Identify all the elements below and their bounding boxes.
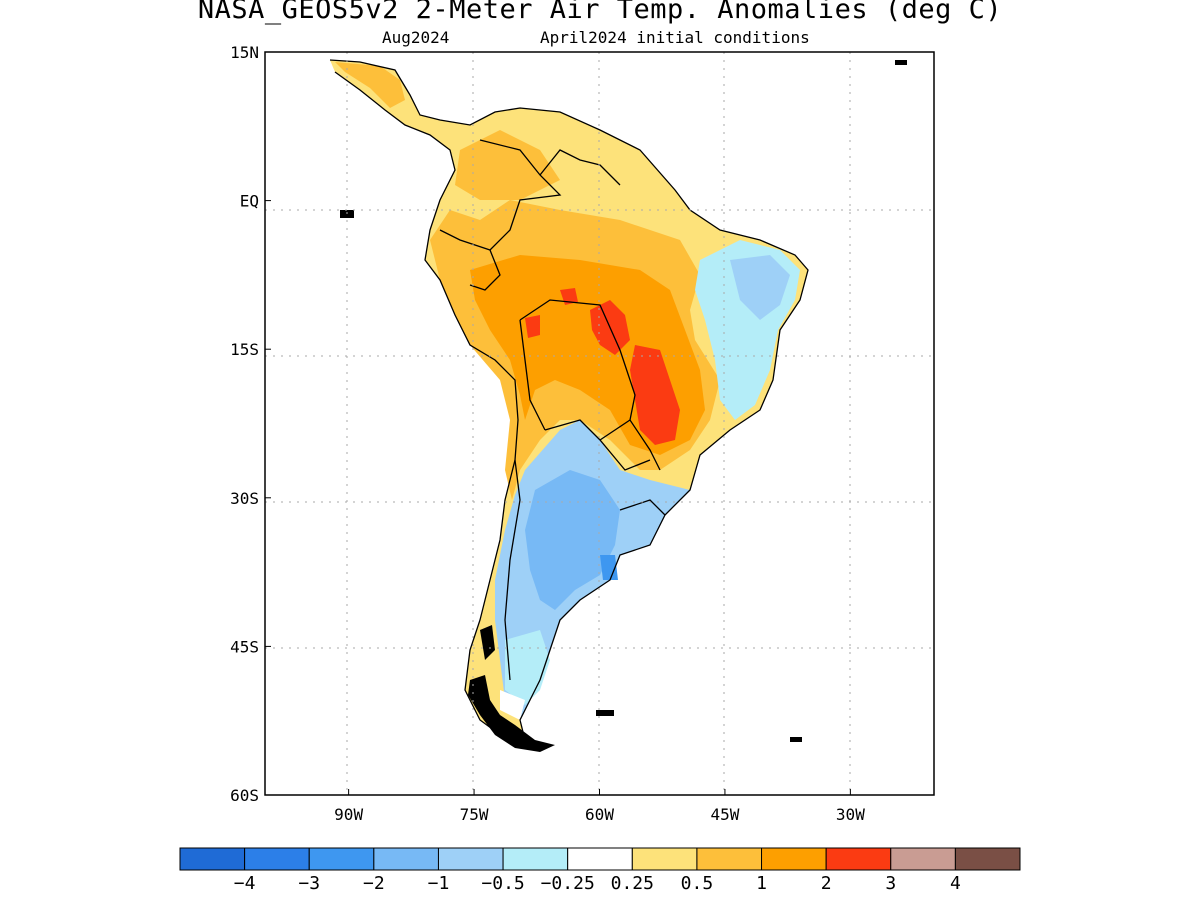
lon-label: 45W	[710, 805, 739, 824]
colorbar-swatch	[502, 847, 569, 871]
colorbar-swatch	[373, 847, 439, 871]
cool-south-core	[600, 555, 618, 580]
forecast-month: Aug2024	[382, 28, 450, 47]
initial-conditions: April2024 initial conditions	[540, 28, 810, 47]
lon-label: 90W	[334, 805, 363, 824]
colorbar-label: −1	[428, 873, 450, 894]
colorbar-swatch	[437, 847, 504, 871]
colorbar-swatch	[244, 847, 310, 871]
longitude-axis: 90W 75W 60W 45W 30W	[334, 789, 865, 824]
colorbar-label: −0.25	[541, 873, 595, 894]
country-borders	[329, 59, 809, 749]
cool-east-brazil-inner	[730, 255, 790, 320]
colorbar-label: 0.5	[681, 873, 714, 894]
warm-north	[455, 130, 560, 200]
colorbar-swatch	[179, 847, 246, 871]
colorbar-label: −2	[363, 873, 385, 894]
colorbar-swatch	[308, 847, 375, 871]
red-hotspot-2	[630, 345, 680, 445]
colorbar-swatch	[954, 847, 1021, 871]
colorbar-label: −4	[234, 873, 256, 894]
neutral-tip	[500, 690, 525, 720]
lat-label: EQ	[240, 192, 259, 211]
colorbar-label: 4	[950, 873, 961, 894]
colorbar-label: 3	[885, 873, 896, 894]
red-hotspot-3	[560, 288, 578, 305]
lat-label: 60S	[230, 786, 259, 805]
lat-label: 45S	[230, 637, 259, 656]
lat-label: 15N	[230, 43, 259, 62]
colorbar-swatch	[890, 847, 956, 871]
colorbar-label: 0.25	[611, 873, 654, 894]
colorbar-swatch	[567, 847, 633, 871]
latitude-axis: 15N EQ 15S 30S 45S 60S	[230, 43, 271, 805]
colorbar-swatch	[696, 847, 763, 871]
red-hotspot-4	[525, 315, 540, 338]
colorbar-label: 1	[756, 873, 767, 894]
cool-patagonia	[505, 630, 550, 705]
colorbar-swatch	[761, 847, 827, 871]
lon-label: 60W	[585, 805, 614, 824]
colorbar-label: 2	[821, 873, 832, 894]
colorbar-swatch	[825, 847, 892, 871]
colorbar-label: −0.5	[481, 873, 524, 894]
lat-label: 15S	[230, 340, 259, 359]
lon-label: 75W	[460, 805, 489, 824]
lat-label: 30S	[230, 489, 259, 508]
cool-south-inner	[525, 470, 620, 610]
colorbar-label: −3	[298, 873, 320, 894]
lon-label: 30W	[836, 805, 865, 824]
warm-central-america	[335, 62, 405, 108]
map-title: NASA_GEOS5v2 2-Meter Air Temp. Anomalies…	[197, 0, 1003, 25]
colorbar: −4 −3 −2 −1 −0.5 −0.25 0.25 0.5 1 2 3 4	[179, 847, 1021, 894]
colorbar-swatch	[631, 847, 698, 871]
